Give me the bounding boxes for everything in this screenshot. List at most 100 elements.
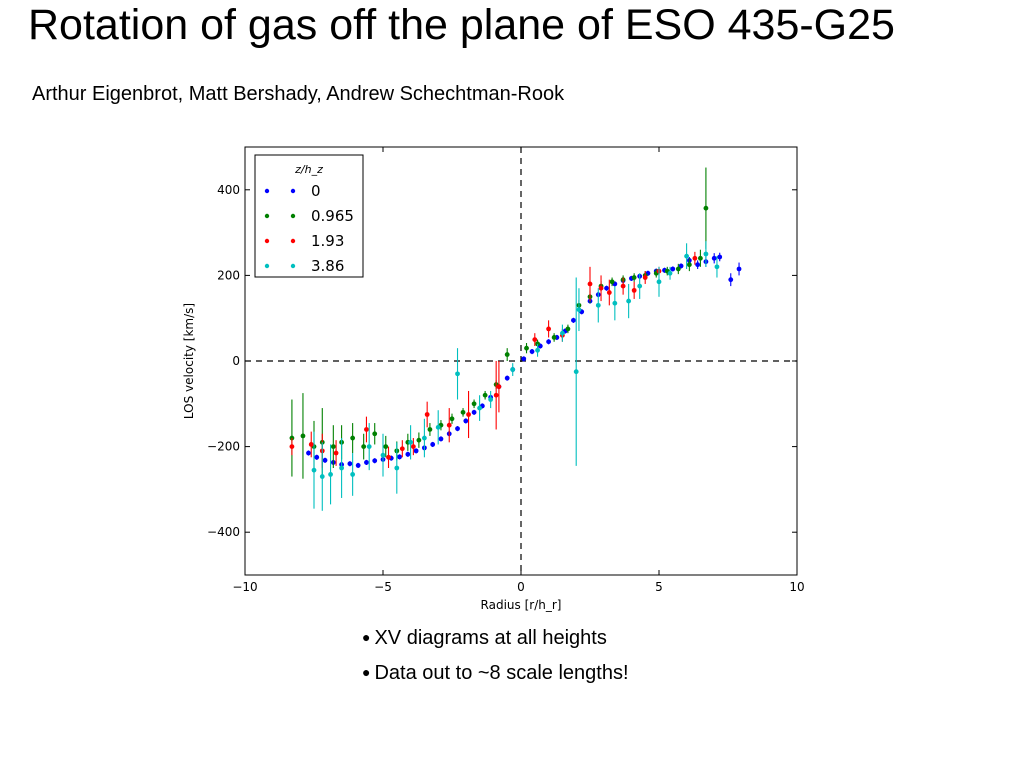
data-point <box>711 255 717 261</box>
data-point <box>383 444 389 449</box>
bullet-item: ● XV diagrams at all heights <box>362 627 607 649</box>
legend-marker <box>264 188 270 194</box>
data-point <box>408 439 413 445</box>
data-point <box>524 345 529 351</box>
data-point <box>606 290 612 295</box>
data-point <box>703 205 709 211</box>
data-point <box>427 427 433 432</box>
legend-marker <box>290 238 296 244</box>
y-tick-label: 0 <box>232 354 240 368</box>
y-tick-label: −400 <box>207 525 240 539</box>
data-point <box>416 437 422 443</box>
data-point <box>595 302 601 308</box>
data-point <box>736 266 742 272</box>
legend-label: 3.86 <box>311 257 344 275</box>
data-point <box>350 472 356 477</box>
data-point <box>333 450 339 456</box>
data-point <box>576 307 582 313</box>
data-point <box>300 433 306 439</box>
data-point <box>314 454 320 460</box>
data-point <box>565 326 571 332</box>
data-point <box>695 262 701 268</box>
data-point <box>626 298 632 304</box>
data-point <box>455 371 460 377</box>
data-point <box>493 392 499 398</box>
data-point <box>477 405 482 411</box>
y-tick-label: 400 <box>217 183 240 197</box>
data-point <box>571 317 576 323</box>
data-point <box>471 409 477 415</box>
legend-label: 1.93 <box>311 232 344 250</box>
data-point <box>656 279 662 285</box>
legend-title: z/h_z <box>294 163 323 176</box>
data-point <box>355 463 361 468</box>
data-point <box>587 281 593 287</box>
data-point <box>714 264 720 270</box>
authors-line: Arthur Eigenbrot, Matt Bershady, Andrew … <box>32 83 565 105</box>
legend-box <box>254 154 364 278</box>
y-tick-label: −200 <box>207 440 240 454</box>
legend-marker <box>264 263 270 269</box>
data-point <box>521 356 527 362</box>
legend-marker <box>290 188 296 194</box>
x-axis-label: Radius [r/h_r] <box>481 598 562 612</box>
bullet-item: ● Data out to ~8 scale lengths! <box>362 662 629 684</box>
data-point <box>311 467 317 473</box>
data-point <box>546 326 551 332</box>
data-point <box>675 266 681 272</box>
data-point <box>573 369 579 375</box>
legend-label: 0.965 <box>311 207 354 225</box>
data-point <box>510 367 516 372</box>
data-point <box>446 422 452 428</box>
slide-title: Rotation of gas off the plane of ESO 435… <box>28 1 895 49</box>
data-point <box>380 452 386 458</box>
series-3.86 <box>311 241 720 511</box>
data-point <box>488 397 494 402</box>
data-point <box>438 436 444 442</box>
x-tick-label: −5 <box>374 580 392 594</box>
data-point <box>667 270 673 276</box>
data-point <box>339 465 344 471</box>
data-point <box>289 444 295 449</box>
data-point <box>560 330 565 336</box>
legend-marker <box>290 263 296 269</box>
data-point <box>637 283 643 289</box>
legend-marker <box>264 213 270 219</box>
data-point <box>631 287 637 293</box>
data-point <box>366 444 372 449</box>
data-point <box>386 454 391 460</box>
data-point <box>504 352 510 357</box>
xv-diagram-chart: −10 −5 0 5 10 −400 −200 0 200 400 Radius [r/h_r] LO… <box>182 146 805 612</box>
data-point <box>399 446 405 452</box>
data-point <box>692 255 698 261</box>
data-point <box>397 454 402 460</box>
data-point <box>609 279 615 285</box>
data-point <box>435 424 441 430</box>
data-point <box>319 474 325 479</box>
data-point <box>728 277 734 283</box>
data-point <box>463 418 469 424</box>
data-point <box>532 337 538 342</box>
x-tick-label: 0 <box>517 580 525 594</box>
data-point <box>598 285 604 291</box>
data-point <box>328 472 333 477</box>
data-point <box>413 448 419 454</box>
y-axis-label: LOS velocity [km/s] <box>182 303 196 419</box>
data-point <box>604 285 609 291</box>
data-point <box>430 442 436 447</box>
x-tick-label: 10 <box>789 580 804 594</box>
data-point <box>372 431 378 437</box>
data-point <box>364 460 369 465</box>
y-tick-label: 200 <box>217 268 240 282</box>
data-point <box>424 412 430 417</box>
data-point <box>471 401 477 407</box>
data-point <box>717 254 723 260</box>
legend-label: 0 <box>311 182 321 200</box>
data-point <box>529 349 535 354</box>
bullet-list: ● XV diagrams at all heights ● Data out to… <box>362 624 662 694</box>
data-point <box>361 444 367 449</box>
data-point <box>631 275 637 280</box>
data-point <box>322 457 328 463</box>
x-tick-label: −10 <box>232 580 257 594</box>
data-point <box>405 451 411 457</box>
